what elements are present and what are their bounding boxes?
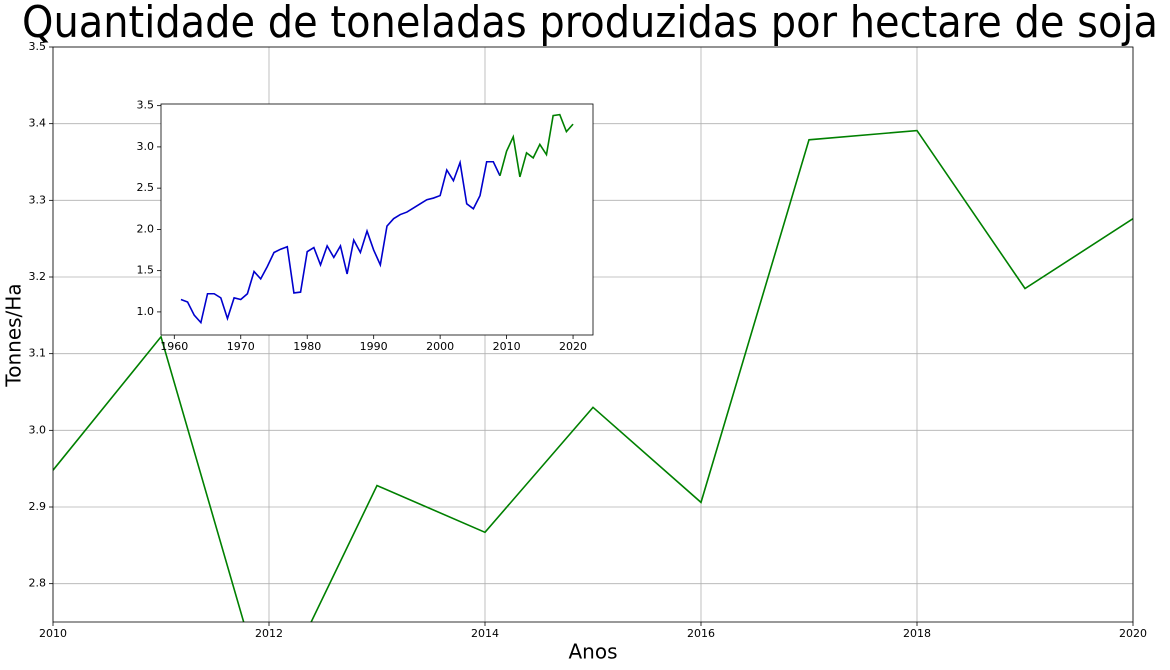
x-tick-label: 1960: [160, 340, 188, 353]
y-tick-label: 3.2: [29, 270, 47, 283]
plot-frame: [160, 103, 594, 336]
x-tick-label: 2010: [493, 340, 521, 353]
y-tick-label: 3.3: [29, 193, 47, 206]
x-tick-label: 2020: [1119, 627, 1147, 640]
y-tick-label: 3.5: [29, 40, 47, 53]
y-tick-label: 2.5: [137, 181, 155, 194]
y-tick-label: 2.9: [29, 500, 47, 513]
x-tick-label: 2012: [255, 627, 283, 640]
y-tick-label: 3.1: [29, 347, 47, 360]
y-tick-label: 1.0: [137, 305, 155, 318]
y-tick-label: 3.4: [29, 117, 47, 130]
x-tick-label: 1980: [293, 340, 321, 353]
plot-background: [161, 104, 593, 335]
y-axis-label: Tonnes/Ha: [2, 283, 26, 387]
x-tick-label: 1970: [227, 340, 255, 353]
x-tick-label: 2018: [903, 627, 931, 640]
x-tick-label: 1990: [360, 340, 388, 353]
x-tick-label: 2010: [39, 627, 67, 640]
x-tick-label: 2020: [559, 340, 587, 353]
data-line: [53, 129, 1133, 622]
plot-frame: [52, 46, 1134, 623]
x-tick-label: 2014: [471, 627, 499, 640]
y-tick-label: 2.0: [137, 222, 155, 235]
chart-title: Quantidade de toneladas produzidas por h…: [22, 0, 1158, 48]
y-tick-label: 3.0: [29, 423, 47, 436]
y-tick-label: 3.5: [137, 99, 155, 112]
y-tick-label: 1.5: [137, 264, 155, 277]
y-tick-label: 3.0: [137, 140, 155, 153]
data-line: [180, 159, 501, 325]
y-tick-label: 2.8: [29, 577, 47, 590]
x-axis-label: Anos: [568, 640, 617, 664]
x-tick-label: 2016: [687, 627, 715, 640]
x-tick-label: 2000: [426, 340, 454, 353]
data-line: [499, 113, 574, 178]
